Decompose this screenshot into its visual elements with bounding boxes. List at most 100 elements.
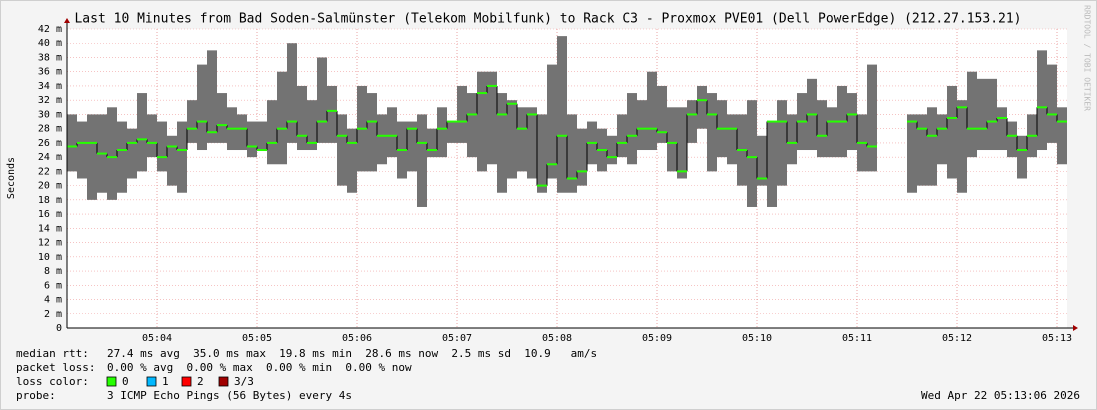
x-tick-label: 05:05 [242, 333, 272, 344]
smoke-range [247, 121, 257, 158]
y-tick-label: 36 m [38, 67, 62, 78]
smoke-range [927, 107, 937, 186]
y-tick-label: 2 m [44, 309, 62, 320]
y-tick-label: 22 m [38, 166, 62, 177]
y-tick-label: 4 m [44, 295, 62, 306]
smoke-range [187, 100, 197, 143]
smoke-range [337, 114, 347, 186]
y-tick-label: 42 m [38, 24, 62, 35]
smoke-range [977, 78, 987, 151]
smoke-range [307, 100, 317, 151]
smoke-range [847, 93, 857, 151]
smoke-range [107, 107, 117, 200]
smoke-range [687, 100, 697, 143]
smoke-range [747, 100, 757, 207]
smoke-range [567, 114, 577, 193]
smoke-range [1017, 135, 1027, 179]
smoke-range [347, 128, 357, 193]
smoke-range [577, 128, 587, 186]
smoke-range [77, 121, 87, 179]
legend-label: loss color: [16, 375, 89, 388]
smoke-range [457, 85, 467, 143]
smoke-range [297, 85, 307, 151]
smoke-range [757, 135, 767, 186]
x-tick-label: 05:09 [642, 333, 672, 344]
smoke-range [617, 114, 627, 158]
smoke-range [767, 121, 777, 207]
loss-color-swatch [181, 376, 192, 387]
smoke-range [127, 128, 137, 179]
x-tick-label: 05:07 [442, 333, 472, 344]
smoke-range [917, 114, 927, 186]
smoke-range [157, 121, 167, 172]
y-tick-label: 40 m [38, 38, 62, 49]
credit: RRDTOOL / TOBI OETIKER [1083, 5, 1092, 111]
y-tick-label: 0 [56, 323, 62, 334]
x-tick-label: 05:12 [942, 333, 972, 344]
y-tick-label: 6 m [44, 280, 62, 291]
y-tick-label: 34 m [38, 81, 62, 92]
smoke-range [487, 71, 497, 165]
smoke-range [697, 85, 707, 129]
timestamp: Wed Apr 22 05:13:06 2026 [921, 389, 1080, 402]
loss-color-label: 3/3 [234, 375, 254, 388]
smoke-range [67, 114, 77, 172]
smoke-range [957, 100, 967, 193]
smoke-range [177, 121, 187, 193]
smoke-range [817, 100, 827, 158]
smoke-range [237, 114, 247, 151]
smoke-range [547, 64, 557, 179]
smoke-range [637, 100, 647, 151]
smoke-range [327, 85, 337, 143]
y-tick-label: 38 m [38, 52, 62, 63]
smoke-range [987, 78, 997, 151]
y-tick-label: 16 m [38, 209, 62, 220]
smoke-range [507, 100, 517, 179]
stat-text: 27.4 ms avg 35.0 ms max 19.8 ms min 28.6… [107, 347, 597, 360]
x-tick-label: 05:04 [142, 333, 172, 344]
smoke-range [967, 71, 977, 158]
smoke-range [207, 50, 217, 143]
smoke-range [947, 85, 957, 179]
smoke-range [607, 135, 617, 165]
smoke-range [317, 57, 327, 143]
y-tick-label: 28 m [38, 124, 62, 135]
smoke-range [137, 93, 147, 172]
smoke-range [407, 121, 417, 172]
smoke-range [377, 114, 387, 165]
axis-arrow [1073, 325, 1078, 331]
stat-label: median rtt: [16, 347, 89, 360]
smoke-range [287, 43, 297, 143]
y-tick-label: 30 m [38, 109, 62, 120]
y-tick-label: 32 m [38, 95, 62, 106]
smoke-range [277, 71, 287, 165]
smoke-range [1037, 50, 1047, 151]
stat-label: packet loss: [16, 361, 95, 374]
smoke-range [727, 114, 737, 165]
smoke-range [387, 107, 397, 158]
smoke-range [367, 93, 377, 172]
x-tick-label: 05:06 [342, 333, 372, 344]
smoke-range [1057, 107, 1067, 165]
y-tick-label: 18 m [38, 195, 62, 206]
smoke-range [197, 64, 207, 151]
smoke-range [467, 93, 477, 158]
y-tick-label: 10 m [38, 252, 62, 263]
smoke-range [647, 71, 657, 151]
loss-color-label: 1 [162, 375, 169, 388]
chart-title: Last 10 Minutes from Bad Soden-Salmünste… [74, 12, 1021, 27]
smoke-range [477, 71, 487, 172]
y-tick-label: 8 m [44, 266, 62, 277]
smoke-range [657, 85, 667, 143]
x-tick-label: 05:13 [1042, 333, 1072, 344]
smoke-range [527, 107, 537, 179]
axis-arrow [64, 18, 70, 23]
x-tick-label: 05:10 [742, 333, 772, 344]
smoke-range [777, 100, 787, 186]
smoke-range [787, 114, 797, 165]
loss-color-swatch [218, 376, 229, 387]
y-axis-label: Seconds [6, 157, 17, 199]
smoke-range [937, 114, 947, 165]
loss-color-swatch [106, 376, 117, 387]
